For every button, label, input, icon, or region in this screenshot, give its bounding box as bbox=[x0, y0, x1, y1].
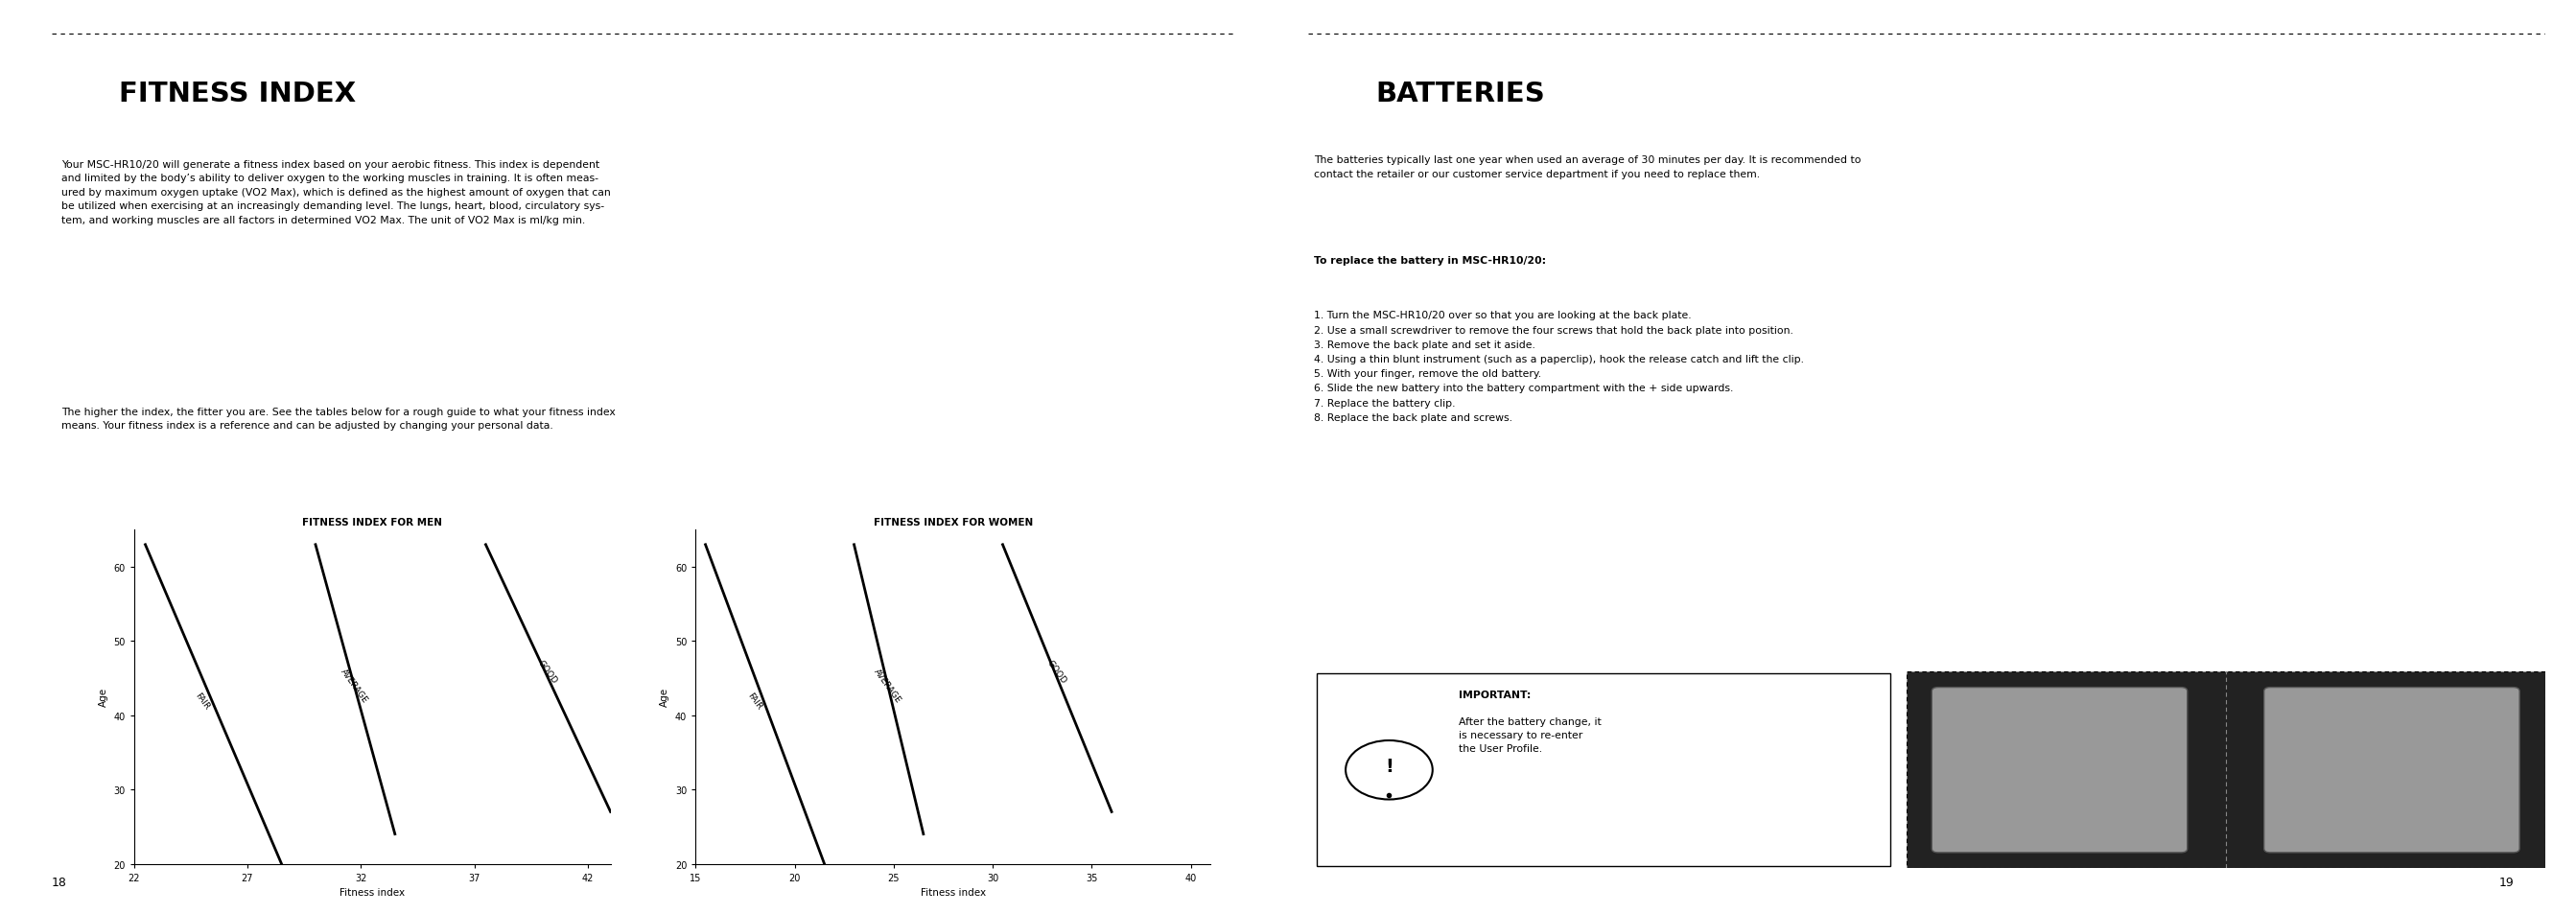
Text: The higher the index, the fitter you are. See the tables below for a rough guide: The higher the index, the fitter you are… bbox=[62, 407, 616, 430]
Text: 18: 18 bbox=[52, 876, 67, 888]
Text: After the battery change, it
is necessary to re-enter
the User Profile.: After the battery change, it is necessar… bbox=[1458, 717, 1602, 753]
Y-axis label: Age: Age bbox=[98, 687, 108, 707]
Polygon shape bbox=[1352, 41, 1370, 73]
FancyBboxPatch shape bbox=[1932, 687, 2187, 853]
Text: 1. Turn the MSC-HR10/20 over so that you are looking at the back plate.
2. Use a: 1. Turn the MSC-HR10/20 over so that you… bbox=[1314, 311, 1803, 422]
Polygon shape bbox=[95, 41, 113, 73]
Text: AVERAGE: AVERAGE bbox=[873, 667, 904, 705]
Text: !: ! bbox=[1386, 757, 1394, 775]
Text: AVERAGE: AVERAGE bbox=[340, 667, 368, 705]
Text: FAIR: FAIR bbox=[747, 691, 765, 710]
Text: To replace the battery in MSC-HR10/20:: To replace the battery in MSC-HR10/20: bbox=[1314, 256, 1546, 265]
Text: Your MSC-HR10/20 will generate a fitness index based on your aerobic fitness. Th: Your MSC-HR10/20 will generate a fitness… bbox=[62, 160, 611, 225]
Text: 6.0: 6.0 bbox=[1324, 90, 1337, 114]
Text: FAIR: FAIR bbox=[193, 691, 211, 710]
FancyBboxPatch shape bbox=[2264, 687, 2519, 853]
Y-axis label: Age: Age bbox=[659, 687, 670, 707]
Text: IMPORTANT:: IMPORTANT: bbox=[1458, 689, 1530, 699]
Text: GOOD: GOOD bbox=[536, 658, 559, 685]
Text: BATTERIES: BATTERIES bbox=[1376, 80, 1546, 107]
Circle shape bbox=[1345, 740, 1432, 800]
X-axis label: Fitness index: Fitness index bbox=[340, 887, 404, 897]
Text: The batteries typically last one year when used an average of 30 minutes per day: The batteries typically last one year wh… bbox=[1314, 155, 1860, 179]
Title: FITNESS INDEX FOR WOMEN: FITNESS INDEX FOR WOMEN bbox=[873, 517, 1033, 526]
X-axis label: Fitness index: Fitness index bbox=[920, 887, 987, 897]
Text: GOOD: GOOD bbox=[1046, 658, 1066, 685]
Title: FITNESS INDEX FOR MEN: FITNESS INDEX FOR MEN bbox=[301, 517, 443, 526]
Text: 19: 19 bbox=[2499, 876, 2514, 888]
Text: 5.1: 5.1 bbox=[67, 90, 80, 114]
Text: FITNESS INDEX: FITNESS INDEX bbox=[118, 80, 355, 107]
